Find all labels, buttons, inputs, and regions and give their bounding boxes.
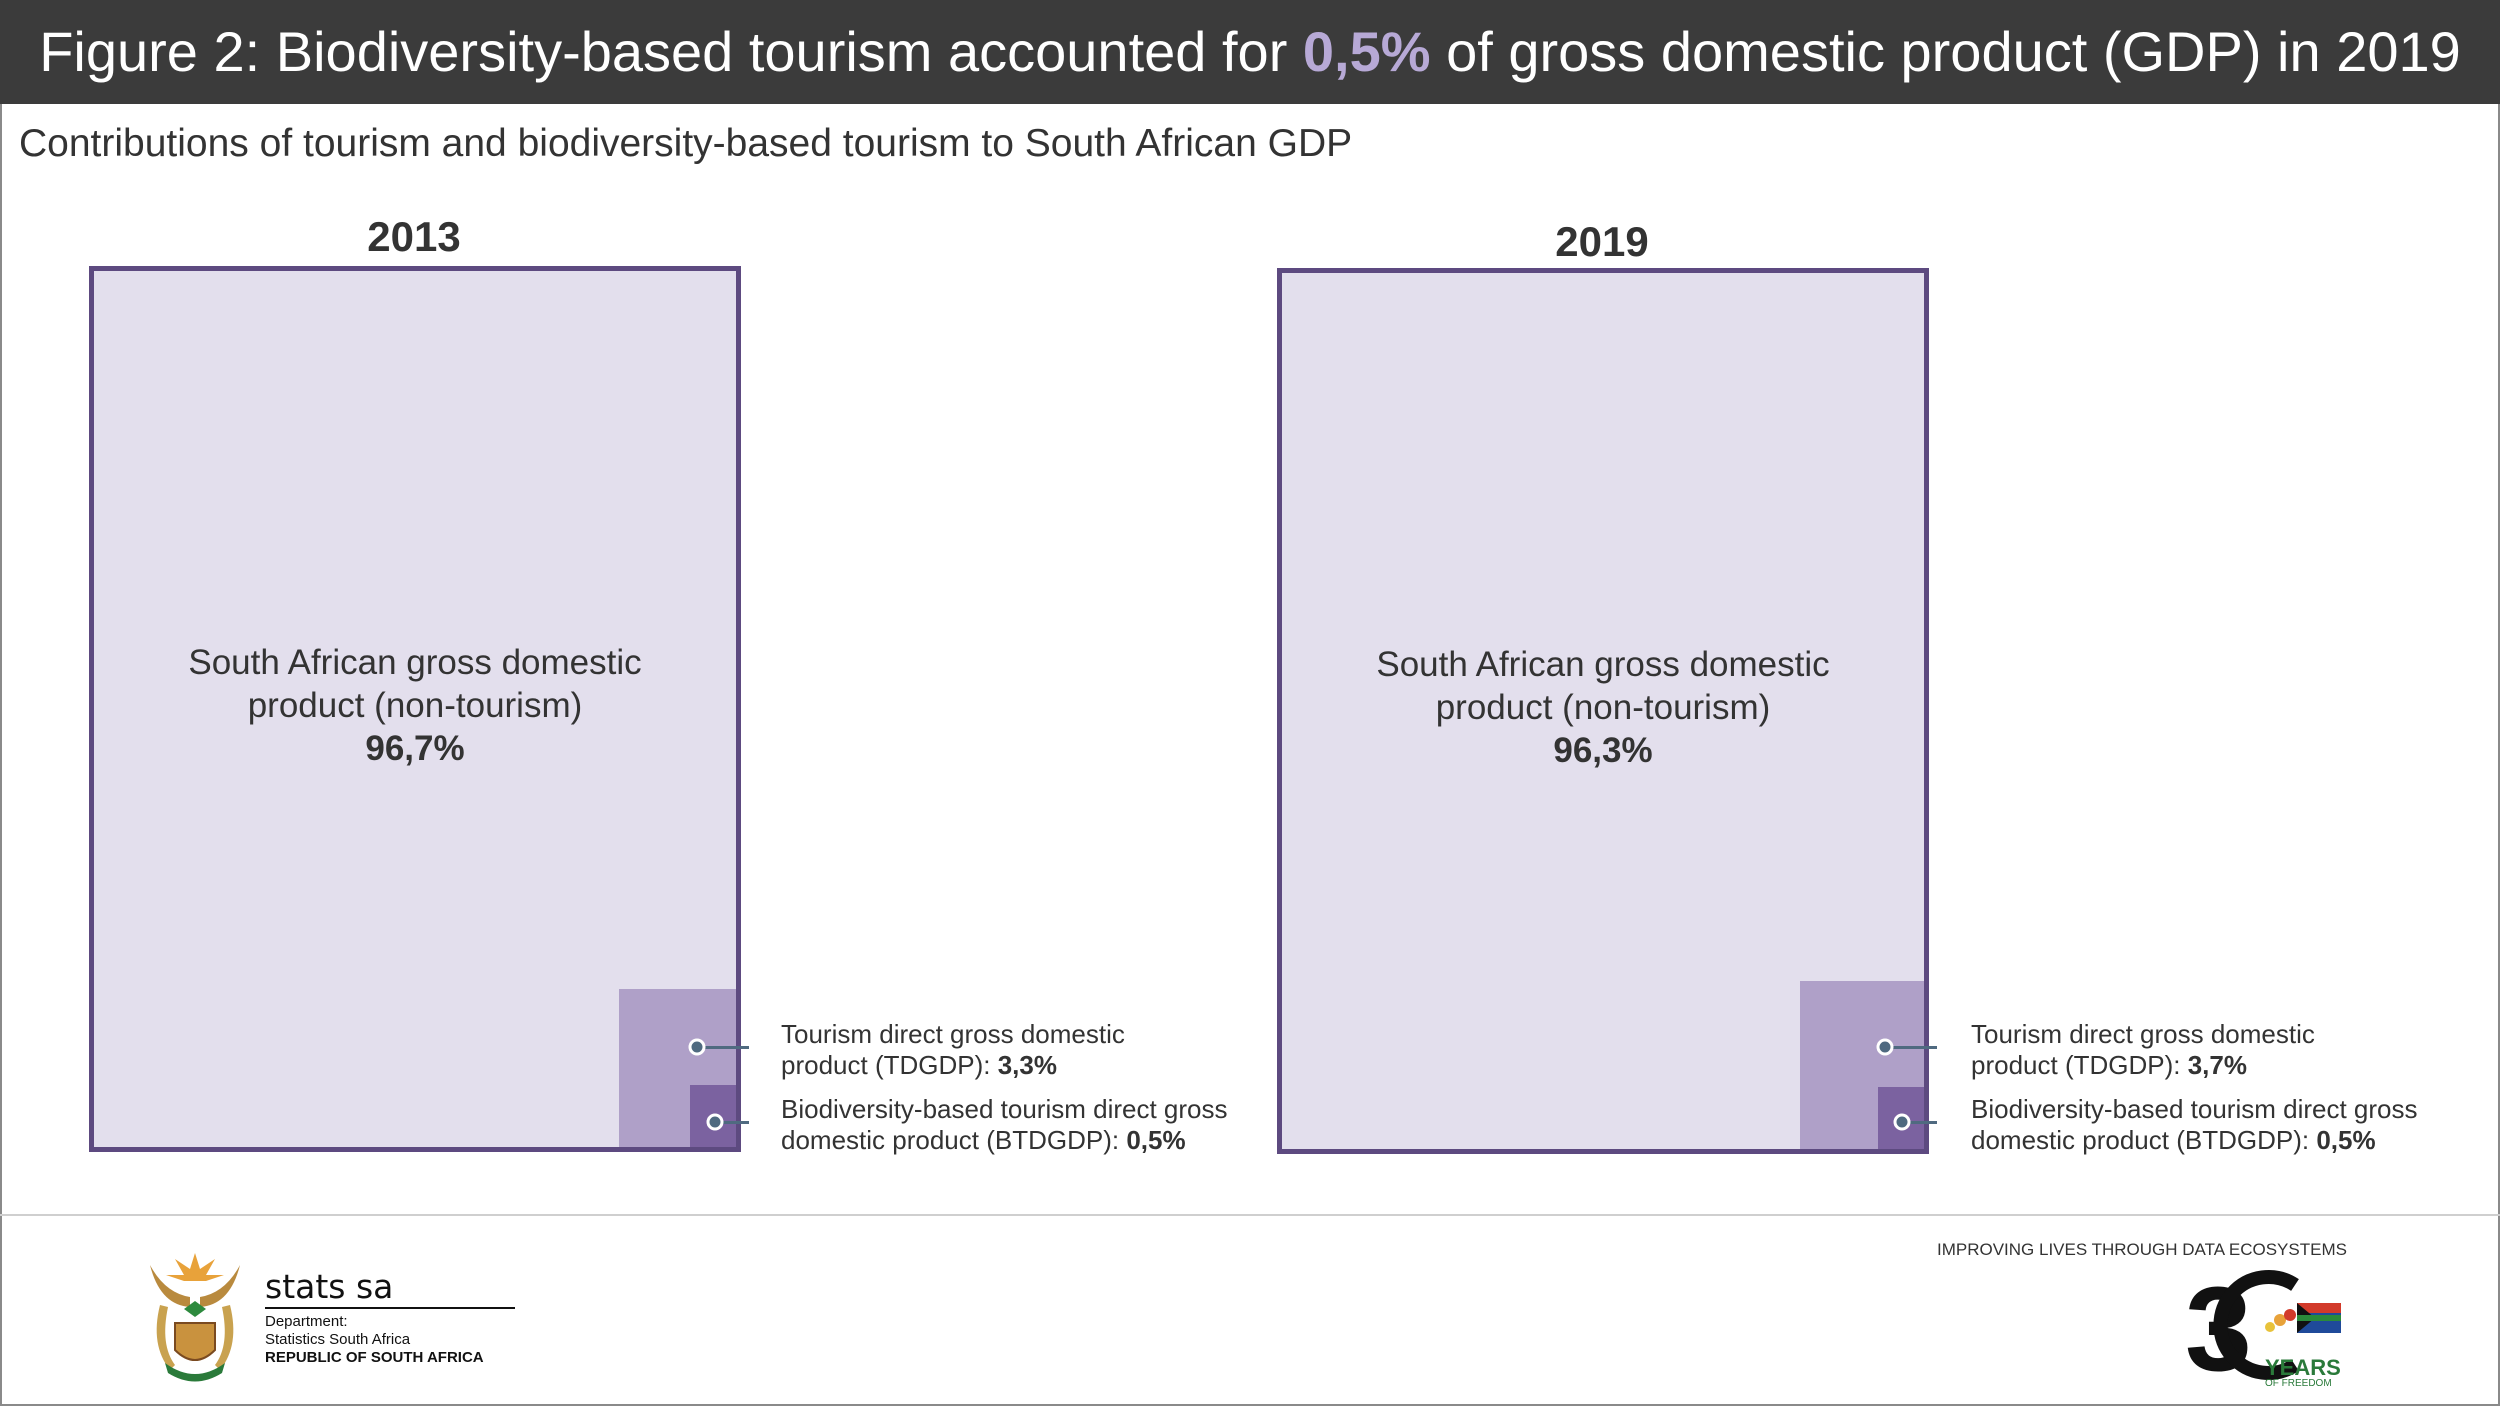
logo-rule: [265, 1307, 515, 1309]
tagline: IMPROVING LIVES THROUGH DATA ECOSYSTEMS: [1937, 1240, 2347, 1259]
btdgdp-leader-dot: [706, 1113, 724, 1131]
non-tourism-value: 96,7%: [365, 729, 465, 768]
30-years-of-freedom-logo: 3 YEARS OF FREEDOM: [2185, 1262, 2355, 1396]
footer-divider: [0, 1214, 2500, 1216]
svg-text:OF FREEDOM: OF FREEDOM: [2265, 1378, 2332, 1387]
panel-year-2013: 2013: [367, 213, 461, 260]
coat-of-arms-icon: [150, 1253, 240, 1382]
non-tourism-label: South African gross domestic product (no…: [94, 641, 736, 770]
dept-line-2: Statistics South Africa: [265, 1331, 411, 1348]
tdgdp-leader-dot: [688, 1038, 706, 1056]
dept-line-3: REPUBLIC OF SOUTH AFRICA: [265, 1349, 484, 1366]
btdgdp-callout-2019: Biodiversity-based tourism direct gross d…: [1971, 1094, 2418, 1155]
btdgdp-leader-dot: [1893, 1113, 1911, 1131]
chart-subtitle: Contributions of tourism and biodiversit…: [19, 122, 1353, 165]
figure-title: Figure 2: Biodiversity-based tourism acc…: [0, 0, 2500, 104]
stats-sa-logo: stats sa Department: Statistics South Af…: [140, 1245, 520, 1385]
dept-line-1: Department:: [265, 1313, 348, 1330]
tdgdp-callout-2013: Tourism direct gross domestic product (TD…: [781, 1019, 1125, 1080]
btdgdp-callout-2013: Biodiversity-based tourism direct gross d…: [781, 1094, 1228, 1155]
btdgdp-leader-line: [715, 1121, 749, 1124]
tdgdp-callout-2019: Tourism direct gross domestic product (TD…: [1971, 1019, 2315, 1080]
tdgdp-leader-dot: [1876, 1038, 1894, 1056]
org-name: stats sa: [265, 1267, 394, 1306]
non-tourism-block-2013: South African gross domestic product (no…: [89, 266, 741, 1152]
tdgdp-leader-line: [1885, 1046, 1937, 1049]
tdgdp-leader-line: [697, 1046, 749, 1049]
non-tourism-block-2019: South African gross domestic product (no…: [1277, 268, 1929, 1154]
svg-text:YEARS: YEARS: [2265, 1355, 2341, 1380]
non-tourism-label: South African gross domestic product (no…: [1282, 643, 1924, 772]
title-highlight: 0,5%: [1302, 20, 1431, 83]
panel-year-2019: 2019: [1555, 218, 1649, 265]
non-tourism-value: 96,3%: [1553, 731, 1653, 770]
btdgdp-leader-line: [1902, 1121, 1937, 1124]
